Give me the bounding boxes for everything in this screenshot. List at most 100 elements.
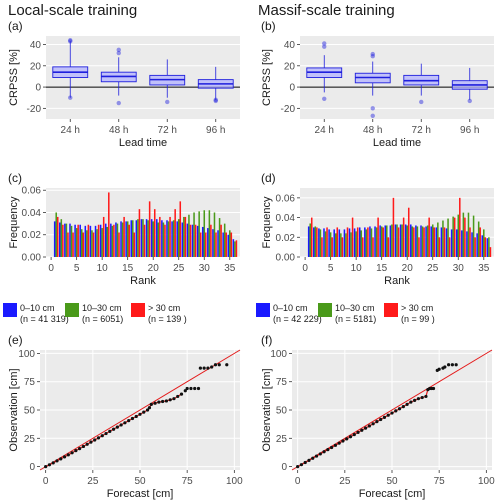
bar — [108, 192, 110, 257]
bar — [176, 221, 178, 257]
data-point — [360, 428, 364, 432]
bar — [77, 224, 79, 257]
bar — [222, 232, 224, 257]
y-tick-label: 50 — [24, 406, 36, 417]
outlier-point — [116, 47, 121, 53]
y-tick-label: -20 — [281, 104, 296, 115]
data-point — [145, 408, 150, 412]
bar — [447, 218, 449, 257]
bar — [367, 227, 369, 257]
bar — [126, 221, 129, 257]
x-tick-label: 48 h — [109, 125, 128, 136]
bar — [423, 227, 425, 257]
y-tick-label: 25 — [24, 434, 36, 445]
bar — [391, 224, 393, 257]
bar — [331, 237, 333, 257]
y-tick-label: 0.06 — [22, 186, 42, 197]
outlier-point — [370, 113, 375, 119]
data-point — [104, 431, 108, 436]
legend-swatch — [318, 303, 332, 317]
data-point — [318, 452, 322, 456]
chart-panel-a: (a) -20 0 20 40 24 h 48 h 72 h 96 h Lead time CRPS… — [8, 19, 240, 149]
bar — [382, 227, 384, 257]
data-point — [179, 392, 184, 396]
legends: 0–10 cm(n = 41 319)10–30 cm(n = 6051)> 3… — [3, 303, 435, 324]
bar — [341, 237, 344, 257]
legend-swatch — [3, 303, 17, 317]
outlier-point — [322, 41, 327, 46]
bar — [350, 232, 352, 257]
legend-count: (n = 5181) — [335, 314, 376, 324]
bar — [217, 230, 219, 257]
legend-label: > 30 cm — [148, 303, 180, 313]
bar — [188, 214, 190, 257]
data-point — [78, 447, 82, 451]
y-tick-label: 100 — [18, 349, 35, 360]
y-tick-label: 0.00 — [276, 253, 296, 264]
bar — [404, 224, 407, 257]
bar — [476, 233, 478, 257]
bar — [488, 237, 490, 257]
bar — [384, 225, 387, 257]
bar — [410, 224, 412, 257]
legend-label: > 30 cm — [401, 303, 433, 313]
bar — [201, 226, 204, 257]
data-point — [352, 432, 356, 437]
y-tick-label: 0.02 — [276, 233, 296, 244]
bar — [462, 212, 465, 257]
data-point — [371, 422, 375, 426]
bar — [464, 217, 466, 257]
data-point — [47, 463, 52, 467]
box-48h — [354, 51, 391, 119]
data-point — [405, 402, 409, 406]
panel-label: (c) — [8, 171, 22, 185]
y-tick-label: 0.00 — [22, 253, 42, 264]
legend-swatch — [131, 303, 145, 317]
legend-label: 10–30 cm — [335, 303, 375, 313]
bar — [70, 225, 73, 257]
data-point — [111, 427, 116, 431]
data-point — [337, 441, 341, 445]
y-tick-label: 75 — [24, 377, 36, 388]
bar — [91, 230, 93, 257]
data-point — [303, 460, 307, 465]
bar — [360, 230, 363, 257]
x-tick-label: 0 — [295, 476, 301, 487]
data-point — [85, 442, 89, 446]
x-tick-label: 100 — [478, 476, 495, 487]
bar — [138, 209, 141, 257]
bar — [453, 217, 456, 257]
bar — [338, 229, 341, 257]
y-tick-label: 20 — [30, 61, 42, 72]
bar — [324, 231, 327, 257]
outlier-point — [68, 95, 73, 100]
bar — [316, 227, 318, 257]
bar — [92, 232, 95, 257]
bar — [215, 232, 217, 257]
y-axis-label: Observation [cm] — [261, 368, 273, 451]
diagonal-line — [291, 349, 493, 471]
legend-label: 0–10 cm — [20, 303, 55, 313]
x-tick-label: 72 h — [158, 125, 177, 136]
bar — [232, 239, 235, 257]
series-0 — [307, 224, 489, 257]
bar — [167, 221, 170, 257]
data-point — [390, 411, 394, 415]
bar — [96, 229, 98, 257]
bar — [157, 222, 160, 257]
data-point — [138, 412, 142, 416]
bar — [172, 220, 175, 257]
bar — [351, 217, 354, 257]
bar — [191, 224, 194, 257]
legend-count: (n = 139 ) — [148, 314, 187, 324]
data-point — [424, 394, 428, 399]
bar — [336, 227, 339, 257]
outlier-point — [68, 38, 73, 43]
data-point — [225, 363, 229, 367]
x-tick-label: 10 — [351, 263, 363, 274]
bar — [72, 232, 74, 257]
y-tick-label: 40 — [30, 40, 42, 51]
bar — [401, 224, 403, 257]
bar — [372, 237, 374, 257]
bar — [59, 222, 61, 257]
